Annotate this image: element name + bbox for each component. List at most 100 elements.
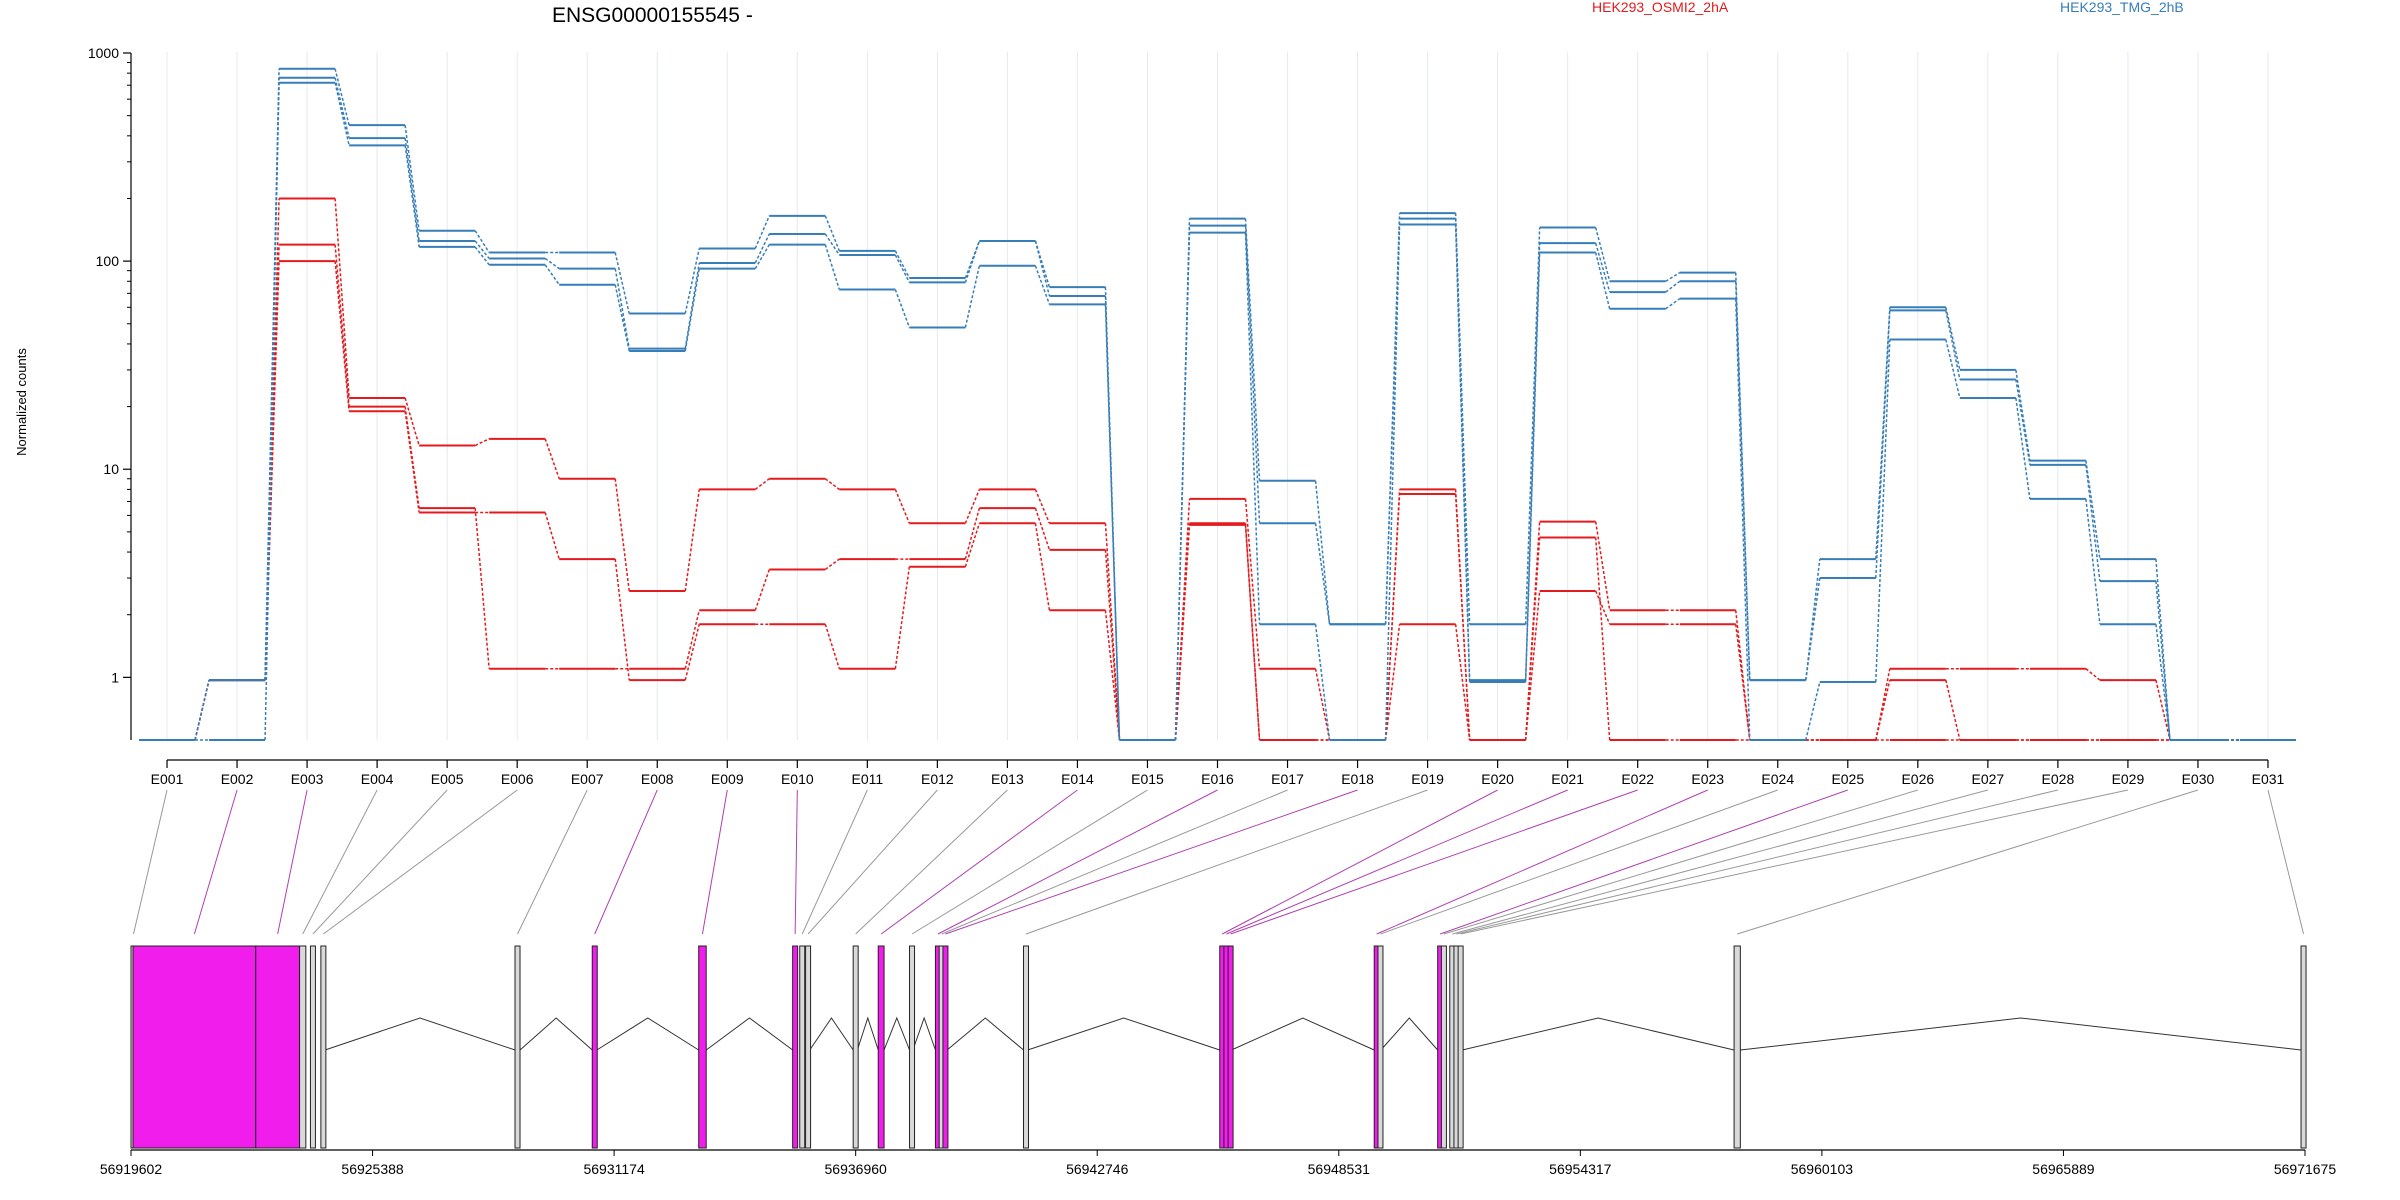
y-tick-label: 10 xyxy=(103,461,119,477)
exon-connector xyxy=(1222,789,1498,935)
y-tick-label: 100 xyxy=(96,253,120,269)
series-connector xyxy=(824,215,841,252)
series-connector xyxy=(754,569,771,611)
series-connector xyxy=(1875,679,1891,741)
series-connector xyxy=(2085,668,2101,681)
series-connector xyxy=(894,289,911,328)
intron-line xyxy=(519,1017,593,1051)
intron-line xyxy=(912,1016,936,1051)
coord-tick-label: 56925388 xyxy=(341,1161,404,1177)
intron-line xyxy=(705,1017,793,1051)
series-connector xyxy=(2155,624,2171,741)
x-tick-label: E005 xyxy=(431,771,464,787)
series-connector xyxy=(1174,232,1191,741)
series-connector xyxy=(2085,498,2101,625)
series-connector xyxy=(1244,218,1261,481)
exon-connector xyxy=(807,789,938,935)
exon-connector xyxy=(312,789,448,935)
exon-box xyxy=(792,945,799,1149)
series-connector xyxy=(2085,460,2101,560)
exon-box xyxy=(2300,945,2307,1149)
series-connector xyxy=(1524,252,1541,683)
series-connector xyxy=(1244,498,1261,669)
exon-connector xyxy=(937,789,1218,935)
series-connector xyxy=(824,233,840,256)
exon-box xyxy=(132,945,257,1149)
exon-connector xyxy=(1737,789,2199,935)
series-connector xyxy=(2015,397,2031,500)
intron-line xyxy=(324,1017,516,1051)
exon-connector xyxy=(1025,789,1428,935)
series-connector xyxy=(1104,549,1121,741)
exon-connector xyxy=(911,789,1148,935)
series-connector xyxy=(964,523,981,567)
y-tick-label: 1 xyxy=(111,669,119,685)
series-connector xyxy=(334,68,350,126)
series-connector xyxy=(1384,493,1401,741)
series-connector xyxy=(1034,523,1051,611)
series-lines xyxy=(139,67,2296,741)
exon-box xyxy=(1377,945,1384,1149)
series-connector xyxy=(1104,610,1121,741)
series-6 xyxy=(139,81,2296,741)
series-connector xyxy=(1665,298,1681,310)
x-tick-label: E014 xyxy=(1061,771,1094,787)
series-connector xyxy=(334,244,350,407)
series-connector xyxy=(754,233,770,264)
series-connector xyxy=(1524,537,1541,741)
series-connector xyxy=(614,252,630,314)
vertical-gridlines xyxy=(166,52,2269,740)
series-connector xyxy=(1734,624,1751,741)
series-connector xyxy=(894,489,911,524)
exon-box xyxy=(698,945,707,1149)
series-connector xyxy=(1034,240,1051,288)
x-tick-label: E023 xyxy=(1691,771,1724,787)
x-tick-label: E013 xyxy=(991,771,1024,787)
exon-box xyxy=(1227,945,1234,1149)
series-connector xyxy=(614,478,630,592)
exon-connector xyxy=(193,789,238,935)
exon-box xyxy=(799,945,806,1149)
exon-box xyxy=(591,945,598,1149)
x-tick-label: E018 xyxy=(1341,771,1374,787)
x-tick-label: E009 xyxy=(711,771,744,787)
series-connector xyxy=(754,478,770,490)
series-connector xyxy=(2155,581,2171,741)
series-connector xyxy=(404,138,420,242)
coord-tick-label: 56919602 xyxy=(100,1161,163,1177)
series-connector xyxy=(1244,232,1261,625)
exon-box xyxy=(1023,945,1030,1149)
exon-box xyxy=(1440,945,1447,1149)
exon-box xyxy=(909,945,916,1149)
x-tick-label: E025 xyxy=(1831,771,1864,787)
series-connector xyxy=(1805,577,1821,681)
exon-box xyxy=(877,945,885,1149)
x-tick-label: E031 xyxy=(2252,771,2285,787)
gene-model-track xyxy=(130,945,2307,1149)
exon-connector xyxy=(701,789,728,935)
series-connector xyxy=(614,268,630,349)
exon-connector xyxy=(302,789,378,935)
series-connector xyxy=(1734,610,1751,741)
x-tick-label: E020 xyxy=(1481,771,1514,787)
series-connector xyxy=(964,489,981,524)
series-connector xyxy=(684,262,701,349)
series-connector xyxy=(334,82,350,146)
series-connector xyxy=(474,246,490,266)
x-tick-label: E021 xyxy=(1551,771,1584,787)
series-connector xyxy=(544,264,560,286)
series-connector xyxy=(1594,590,1611,625)
series-connector xyxy=(1454,213,1471,625)
x-tick-label: E024 xyxy=(1761,771,1794,787)
exon-box xyxy=(1457,945,1464,1149)
series-connector xyxy=(1665,272,1681,282)
series-connector xyxy=(1034,507,1051,551)
exon-box xyxy=(320,945,327,1149)
series-connector xyxy=(614,559,630,681)
exon-connector-lines xyxy=(133,789,2305,935)
series-connector xyxy=(754,215,770,249)
x-tick-label: E028 xyxy=(2042,771,2075,787)
series-connector xyxy=(824,478,840,490)
exon-box xyxy=(255,945,301,1149)
x-tick-label: E001 xyxy=(151,771,184,787)
